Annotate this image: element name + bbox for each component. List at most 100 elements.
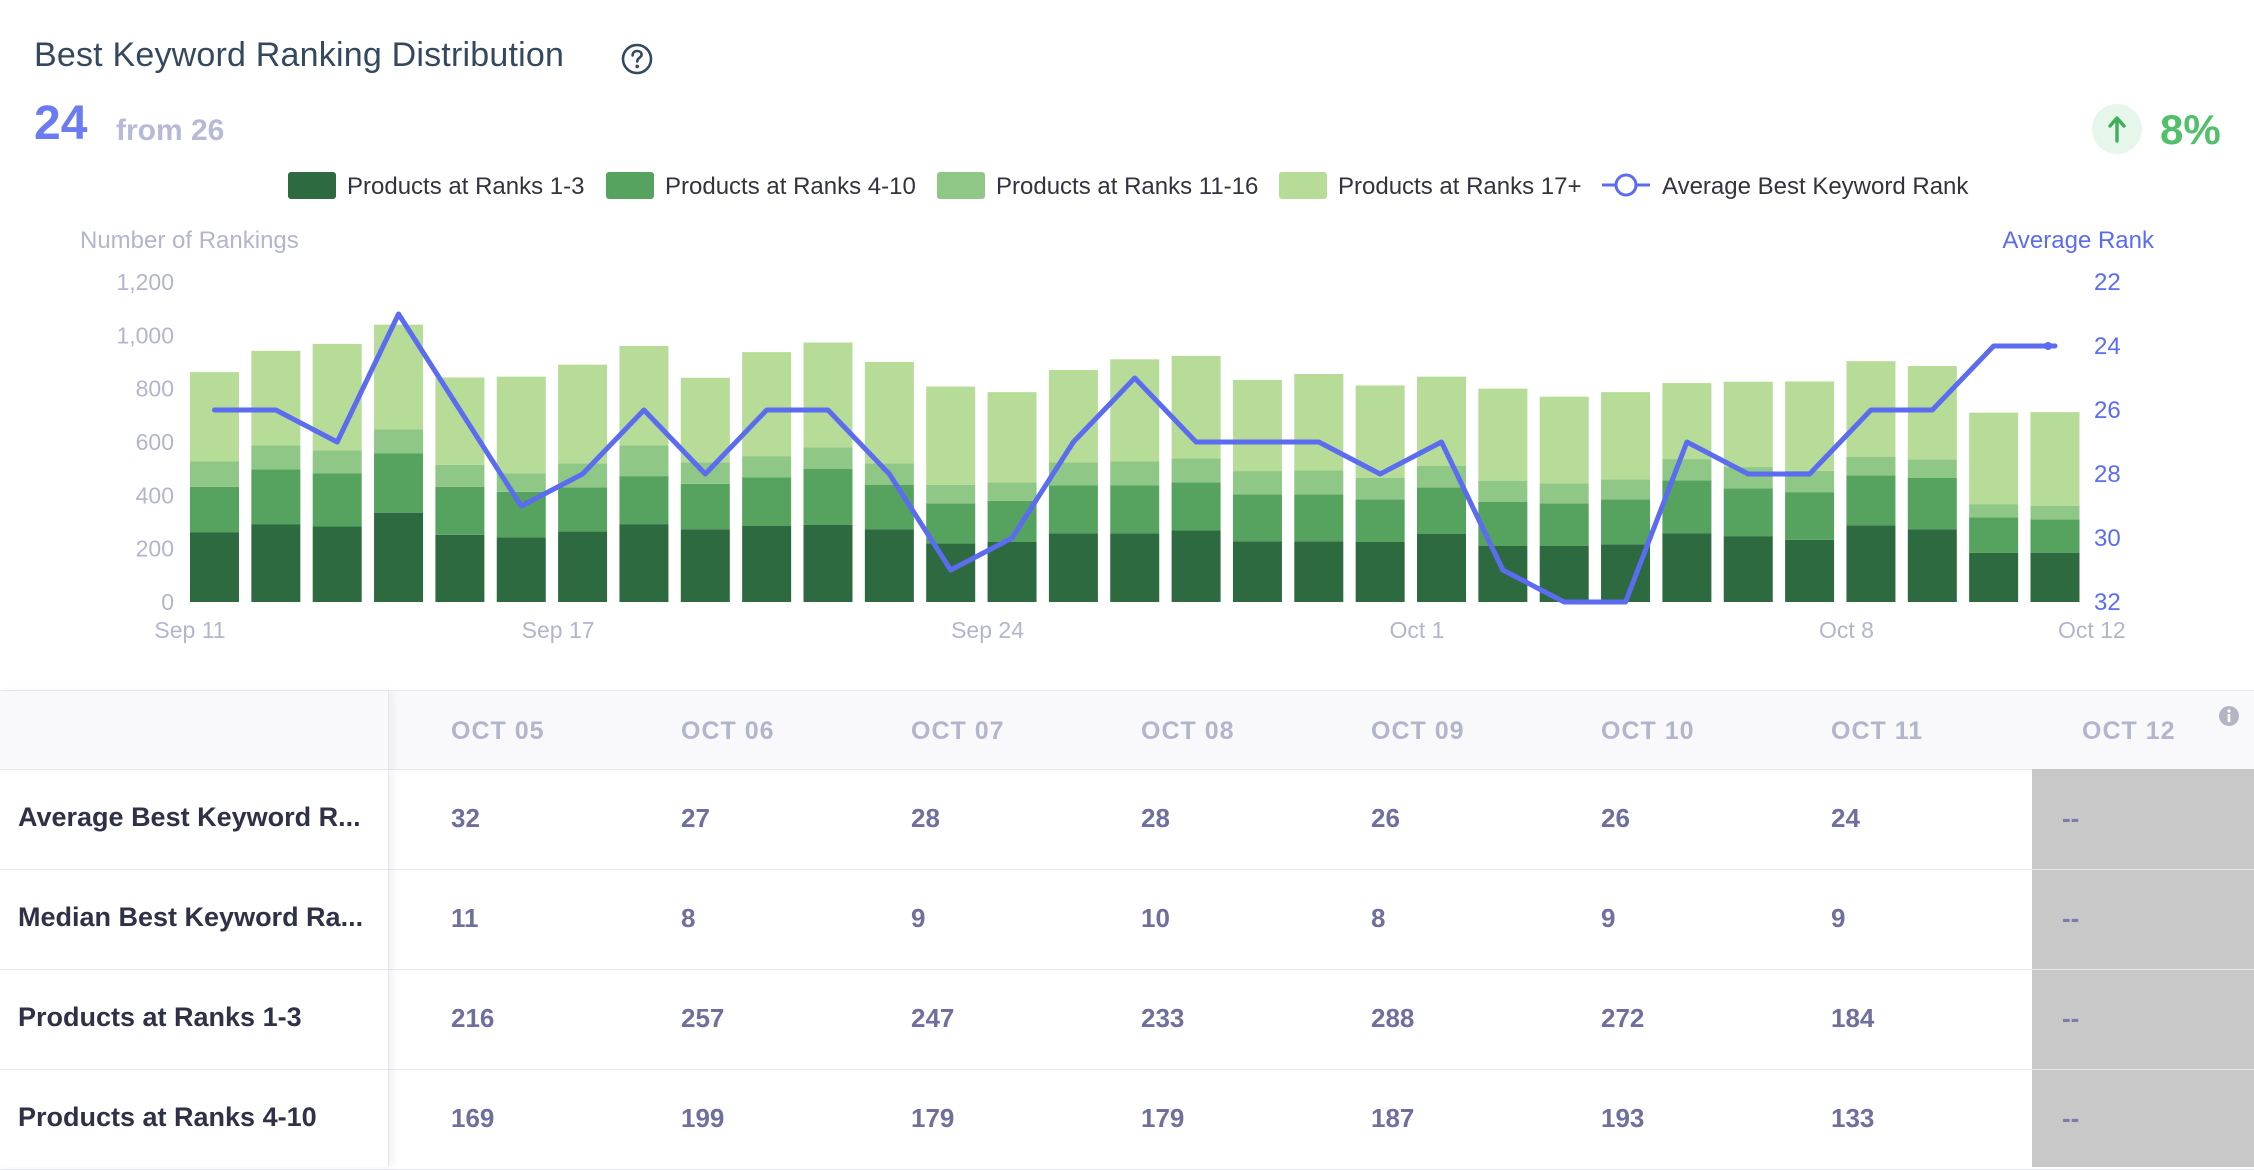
x-tick-label: Sep 11 — [154, 617, 225, 643]
column-header: OCT 09 — [1371, 717, 1465, 745]
bar-segment — [190, 532, 239, 602]
bar-segment — [1110, 533, 1160, 602]
table-cell: 26 — [1371, 803, 1400, 833]
bar-segment — [1969, 552, 2019, 602]
bar-segment — [374, 453, 424, 513]
bar-segment — [1969, 517, 2019, 553]
bar-segment — [742, 456, 792, 478]
bar-segment — [1907, 459, 1957, 478]
table-cell: 179 — [1141, 1103, 1185, 1133]
legend-line-marker — [1614, 173, 1638, 197]
bar-segment — [374, 429, 424, 454]
bar-segment — [864, 362, 914, 464]
legend-label: Average Best Keyword Rank — [1662, 173, 1969, 200]
table-cell: 32 — [451, 803, 480, 833]
column-header: OCT 07 — [911, 717, 1005, 745]
table-cell: 247 — [911, 1003, 955, 1033]
bar-segment — [1907, 366, 1957, 460]
table-cell: 28 — [911, 803, 940, 833]
column-header: OCT 11 — [1831, 717, 1924, 745]
bar-segment — [987, 542, 1037, 602]
bar-segment — [312, 526, 362, 602]
help-circle-icon[interactable] — [620, 42, 654, 76]
x-tick-label: Oct 8 — [1819, 617, 1874, 643]
bar-segment — [1355, 499, 1405, 542]
table-cell: 184 — [1831, 1003, 1875, 1033]
bar-segment — [1048, 370, 1098, 463]
table-cell: 24 — [1831, 803, 1860, 833]
table-cell: 199 — [681, 1103, 725, 1133]
y-tick-label: 200 — [136, 536, 174, 562]
bar-segment — [803, 468, 853, 525]
bar-segment — [1110, 461, 1160, 486]
table-cell: 233 — [1141, 1003, 1185, 1033]
bar-segment — [496, 376, 546, 474]
bar-segment — [742, 477, 792, 526]
delta-badge — [2092, 104, 2142, 154]
table-cell-empty: -- — [2062, 803, 2080, 833]
bar-segment — [926, 484, 976, 504]
row-label: Median Best Keyword Ra... — [18, 902, 364, 932]
bar-segment — [680, 377, 730, 463]
x-tick-label: Sep 17 — [522, 617, 595, 643]
bar-segment — [1785, 492, 1835, 540]
bar-segment — [2030, 506, 2080, 520]
y-tick-label: 600 — [136, 429, 174, 455]
table-cell: 10 — [1141, 903, 1170, 933]
table-cell: 8 — [1371, 903, 1386, 933]
bar-segment — [1846, 456, 1896, 476]
bar-segment — [1355, 385, 1405, 478]
data-table: OCT 05 OCT 06 OCT 07 OCT 08 OCT 09 OCT 1… — [0, 690, 2254, 1170]
legend-swatch — [288, 172, 336, 199]
table-row: Median Best Keyword Ra... 11 8 9 10 8 9 … — [0, 869, 2254, 970]
table-cell: 26 — [1601, 803, 1630, 833]
bar-segment — [1785, 539, 1835, 602]
table-row: Average Best Keyword R... 32 27 28 28 26… — [0, 769, 2254, 870]
bar-segment — [435, 486, 485, 535]
bar-segment — [190, 461, 239, 487]
bar-segment — [1662, 533, 1712, 602]
legend-label: Products at Ranks 4-10 — [665, 173, 916, 200]
bar-segment — [558, 487, 608, 532]
bar-segment — [803, 342, 853, 448]
bar-segment — [1601, 499, 1651, 545]
bar-segment — [1478, 480, 1528, 502]
bar-segment — [2030, 519, 2080, 553]
legend-swatch — [606, 172, 654, 199]
table-cell: 169 — [451, 1103, 495, 1133]
table-cell: 28 — [1141, 803, 1170, 833]
bar-segment — [2030, 412, 2080, 506]
bar-segment — [1907, 529, 1957, 602]
info-icon[interactable] — [2218, 705, 2240, 727]
bar-segment — [1907, 478, 1957, 530]
table-cell: 216 — [451, 1003, 495, 1033]
row-label: Average Best Keyword R... — [18, 802, 361, 832]
y-tick-label: 1,000 — [116, 322, 174, 348]
bar-segment — [803, 447, 853, 469]
bar-segment — [1294, 494, 1344, 542]
bar-segment — [1723, 381, 1773, 468]
bar-segment — [1723, 488, 1773, 537]
legend-label: Products at Ranks 11-16 — [996, 173, 1258, 200]
table-cell: 8 — [681, 903, 696, 933]
bar-segment — [1662, 459, 1712, 481]
bar-segment — [190, 486, 239, 533]
table-cell-empty: -- — [2062, 1003, 2080, 1033]
bar-segment — [864, 529, 914, 602]
bar-segment — [926, 503, 976, 544]
bar-segment — [435, 377, 485, 465]
table-cell: 27 — [681, 803, 710, 833]
bar-segment — [1171, 530, 1221, 602]
table-row: Products at Ranks 1-3 216 257 247 233 28… — [0, 969, 2254, 1070]
bar-segment — [1355, 478, 1405, 500]
y2-tick-label: 22 — [2094, 269, 2121, 296]
x-tick-label: Sep 24 — [951, 617, 1024, 643]
bar-segment — [1232, 379, 1282, 472]
y-tick-label: 800 — [136, 376, 174, 402]
bar-segment — [558, 531, 608, 602]
bar-segment — [251, 469, 301, 525]
bar-segment — [1232, 494, 1282, 542]
bar-segment — [1417, 487, 1466, 534]
bar-segment — [1478, 388, 1528, 481]
bar-segment — [680, 529, 730, 602]
